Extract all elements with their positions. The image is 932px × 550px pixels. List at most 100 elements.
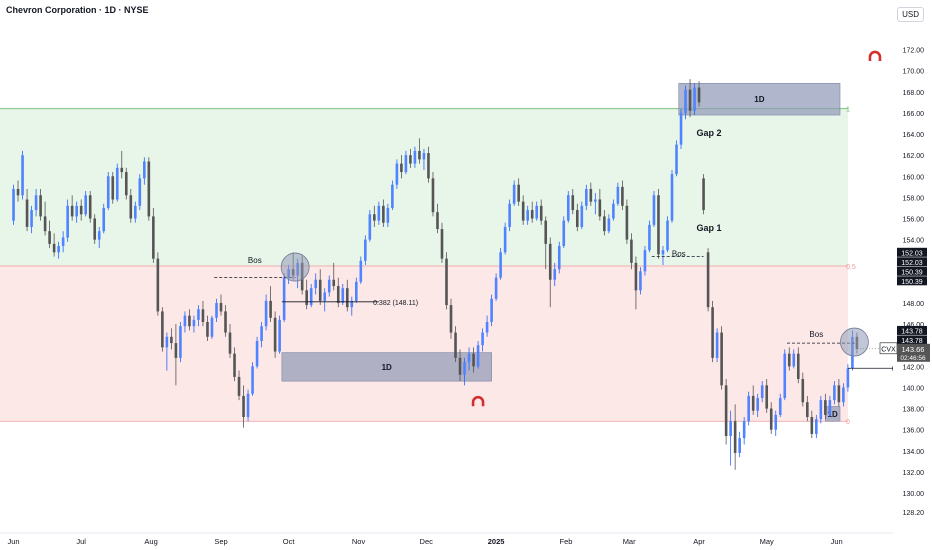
candle-body bbox=[111, 176, 115, 200]
order-block-label: 1D bbox=[754, 95, 764, 104]
price-tick: 136.00 bbox=[903, 428, 925, 435]
candle-body bbox=[733, 421, 737, 453]
price-label: 143.78 bbox=[901, 338, 923, 345]
candle-body bbox=[648, 224, 651, 251]
candle-body bbox=[115, 167, 119, 200]
candle-body bbox=[102, 207, 106, 232]
candle-body bbox=[156, 258, 160, 312]
order-block-label: 1D bbox=[382, 363, 392, 372]
candle-body bbox=[174, 343, 178, 358]
candle-body bbox=[652, 195, 656, 225]
candle-body bbox=[815, 419, 818, 434]
fib-zones: 10.50 bbox=[0, 107, 856, 426]
candle-body bbox=[571, 195, 575, 211]
price-tick: 132.00 bbox=[903, 470, 925, 477]
candle-body bbox=[747, 395, 750, 422]
candle-body bbox=[201, 309, 205, 322]
candle-body bbox=[711, 307, 714, 358]
candle-body bbox=[575, 210, 579, 227]
candle-body bbox=[846, 368, 850, 388]
candle-body bbox=[535, 205, 539, 219]
candle-body bbox=[472, 353, 475, 367]
candle-body bbox=[756, 398, 759, 411]
candle-body bbox=[517, 184, 520, 202]
candle-body bbox=[273, 317, 277, 352]
candle-body bbox=[833, 385, 836, 401]
candle-body bbox=[607, 218, 611, 232]
candle-body bbox=[354, 281, 358, 301]
candle-body bbox=[418, 150, 421, 160]
candle-body bbox=[12, 188, 15, 221]
price-label-bg bbox=[897, 247, 927, 257]
candle-body bbox=[282, 277, 286, 320]
candle-body bbox=[544, 220, 548, 244]
candle-body bbox=[179, 326, 182, 358]
candle-body bbox=[255, 340, 259, 367]
candle-body bbox=[336, 286, 340, 303]
candle-body bbox=[720, 332, 723, 386]
price-tick: 154.00 bbox=[903, 238, 925, 245]
candle-body bbox=[106, 176, 110, 208]
candle-body bbox=[806, 402, 809, 418]
candle-body bbox=[427, 153, 430, 179]
time-tick: Sep bbox=[214, 537, 227, 546]
candle-body bbox=[400, 163, 403, 173]
candle-body bbox=[161, 311, 164, 348]
candle-body bbox=[476, 345, 480, 367]
time-tick: Jun bbox=[7, 537, 19, 546]
time-tick: Mar bbox=[623, 537, 636, 546]
price-label: 150.39 bbox=[901, 269, 923, 276]
candle-body bbox=[594, 199, 597, 202]
candle-body bbox=[224, 311, 227, 333]
currency-button[interactable]: USD bbox=[897, 7, 924, 22]
candle-body bbox=[702, 178, 705, 211]
candle-body bbox=[332, 279, 336, 287]
price-tick: 162.00 bbox=[903, 153, 925, 160]
price-label-bg bbox=[897, 276, 927, 286]
candle-body bbox=[134, 205, 137, 219]
candle-body bbox=[373, 214, 376, 221]
price-tick: 168.00 bbox=[903, 90, 925, 97]
bos-label: Bos bbox=[248, 256, 262, 265]
time-axis[interactable]: Jun Jul Aug Sep Oct Nov Dec 2025 Feb Mar Apr May Jun bbox=[0, 532, 893, 546]
price-axis[interactable]: 172.00 170.00 168.00 166.00 164.00 162.00 160.… bbox=[856, 0, 932, 550]
candle-body bbox=[422, 153, 426, 160]
candle-body bbox=[729, 421, 732, 437]
countdown: 02:46:56 bbox=[900, 355, 926, 362]
candle-body bbox=[251, 366, 254, 394]
candle-body bbox=[557, 245, 561, 270]
time-tick: May bbox=[760, 537, 774, 546]
candle-body bbox=[666, 220, 669, 251]
highlight-circle bbox=[280, 252, 310, 282]
candle-body bbox=[738, 438, 741, 453]
magnet-icon bbox=[868, 50, 882, 61]
candle-body bbox=[34, 195, 38, 211]
candle-body bbox=[796, 353, 800, 380]
fib-label: 0.382 (148.11) bbox=[373, 300, 418, 307]
candle-body bbox=[246, 393, 250, 418]
time-tick: Dec bbox=[420, 537, 434, 546]
gap-label: Gap 1 bbox=[697, 223, 722, 233]
candle-body bbox=[760, 385, 764, 399]
last-price-bg bbox=[897, 343, 930, 362]
candle-body bbox=[612, 203, 615, 219]
candle-body bbox=[724, 385, 728, 437]
candle-body bbox=[192, 319, 196, 327]
highlight-circle bbox=[840, 327, 869, 357]
candle-body bbox=[521, 201, 525, 221]
time-tick: Feb bbox=[560, 537, 573, 546]
time-tick: Aug bbox=[144, 537, 157, 546]
candle-body bbox=[787, 353, 791, 367]
candle-body bbox=[210, 317, 214, 337]
candle-body bbox=[454, 332, 457, 358]
candle-body bbox=[467, 353, 471, 363]
candle-body bbox=[585, 188, 588, 206]
price-label: 143.78 bbox=[901, 328, 923, 335]
price-tick: 130.00 bbox=[903, 491, 925, 498]
candle-body bbox=[842, 387, 845, 403]
candle-body bbox=[350, 300, 354, 308]
candle-body bbox=[490, 298, 493, 322]
candles bbox=[12, 79, 859, 470]
candle-body bbox=[783, 353, 787, 399]
